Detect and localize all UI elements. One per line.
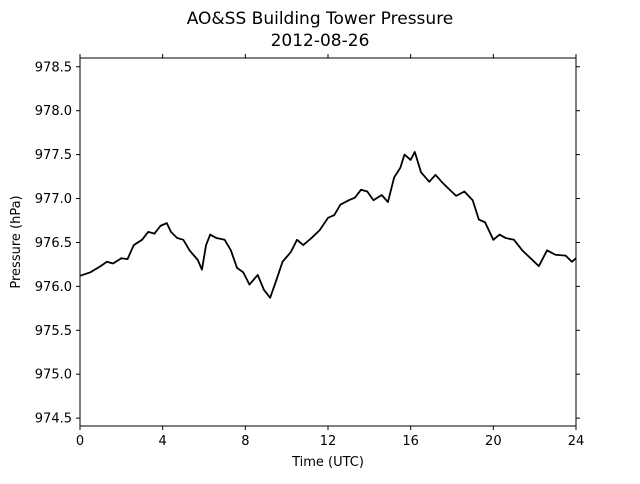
- y-tick-label: 974.5: [35, 412, 72, 427]
- y-tick-label: 978.0: [35, 104, 72, 119]
- x-tick-label: 24: [568, 434, 585, 449]
- x-tick-label: 20: [485, 434, 502, 449]
- chart-title: AO&SS Building Tower Pressure: [187, 9, 454, 29]
- y-tick-label: 975.0: [35, 368, 72, 383]
- y-axis-label: Pressure (hPa): [9, 195, 24, 288]
- x-tick-label: 16: [402, 434, 419, 449]
- data-line: [79, 151, 577, 299]
- y-tick-label: 976.5: [35, 236, 72, 251]
- x-tick-label: 12: [320, 434, 337, 449]
- y-tick-label: 977.0: [35, 192, 72, 207]
- x-tick-label: 0: [76, 434, 84, 449]
- y-tick-label: 977.5: [35, 148, 72, 163]
- x-tick-label: 8: [241, 434, 249, 449]
- y-tick-label: 976.0: [35, 280, 72, 295]
- chart-subtitle: 2012-08-26: [271, 31, 370, 51]
- y-tick-label: 978.5: [35, 60, 72, 75]
- y-tick-label: 975.5: [35, 324, 72, 339]
- x-axis-label: Time (UTC): [291, 455, 364, 470]
- x-tick-label: 4: [159, 434, 167, 449]
